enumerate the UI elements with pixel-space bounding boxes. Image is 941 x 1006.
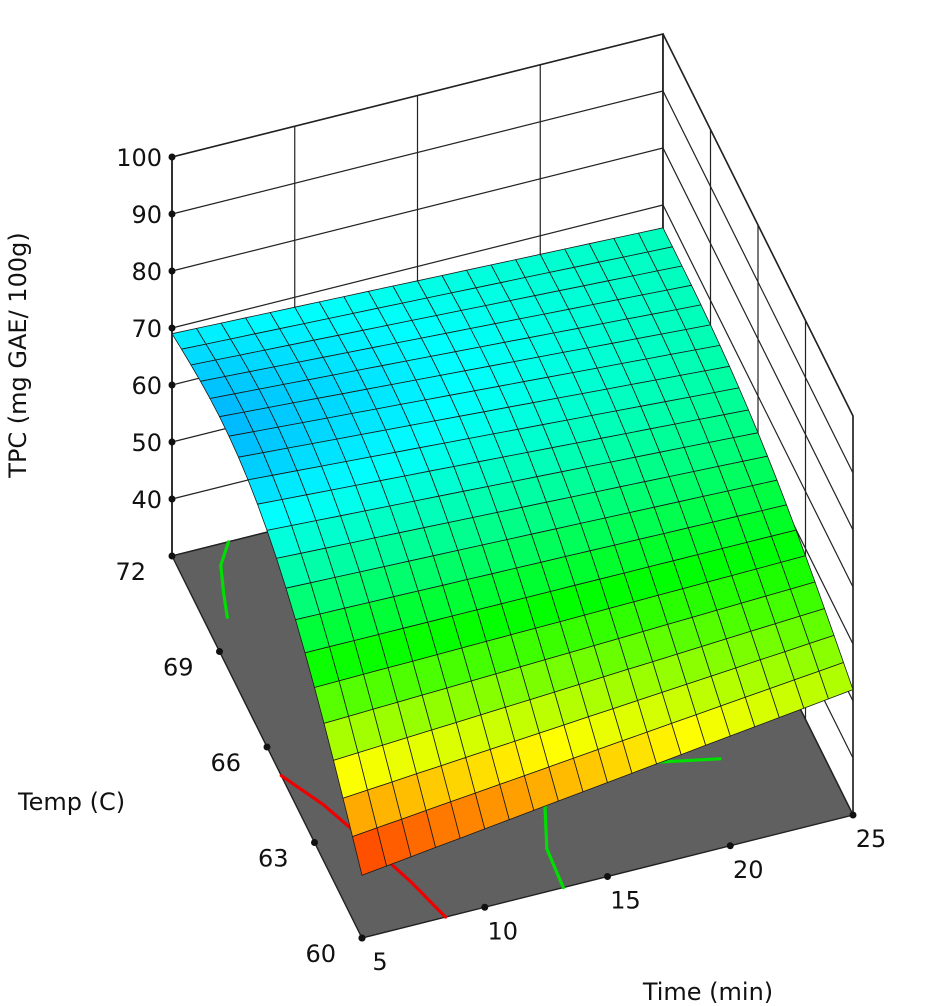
temp-tick-mark xyxy=(216,648,223,655)
temp-tick-label: 69 xyxy=(163,654,194,682)
temp-tick-label: 72 xyxy=(115,558,146,586)
z-tick-label: 60 xyxy=(131,372,162,400)
z-tick-mark xyxy=(168,267,176,275)
time-tick-mark xyxy=(849,811,857,819)
z-tick-mark xyxy=(168,324,176,332)
time-tick-label: 25 xyxy=(856,825,887,853)
temp-tick-mark xyxy=(168,552,176,560)
response-surface xyxy=(171,227,854,876)
z-tick-label: 100 xyxy=(116,144,162,172)
x-axis-label: Time (min) xyxy=(642,978,773,1006)
z-tick-label: 40 xyxy=(131,486,162,514)
z-tick-mark xyxy=(168,210,176,218)
z-tick-mark xyxy=(168,438,176,446)
contour-green xyxy=(219,540,231,619)
temp-tick-label: 60 xyxy=(305,940,336,968)
z-tick-label: 50 xyxy=(131,429,162,457)
temp-tick-mark xyxy=(311,839,318,846)
time-tick-mark xyxy=(604,873,611,880)
time-tick-mark xyxy=(358,934,366,942)
z-tick-mark xyxy=(168,153,176,161)
time-tick-label: 10 xyxy=(487,917,518,945)
z-axis-label: TPC (mg GAE/ 100g) xyxy=(4,232,32,478)
time-tick-label: 5 xyxy=(372,948,387,976)
time-tick-mark xyxy=(726,842,734,850)
surface-cell xyxy=(818,662,854,700)
temp-tick-label: 63 xyxy=(258,845,289,873)
z-tick-mark xyxy=(168,381,176,389)
z-tick-label: 80 xyxy=(131,258,162,286)
temp-tick-label: 66 xyxy=(210,749,241,777)
temp-tick-mark xyxy=(263,743,271,751)
z-tick-label: 70 xyxy=(131,315,162,343)
time-tick-mark xyxy=(481,903,489,911)
time-tick-label: 15 xyxy=(610,887,641,915)
time-tick-label: 20 xyxy=(733,856,764,884)
axis-ticks: 40 50 60 70 80 90 100 60 63 66 69 72 5 10 15 20 25 xyxy=(115,144,886,976)
z-tick-label: 90 xyxy=(131,201,162,229)
y-axis-label: Temp (C) xyxy=(17,788,125,816)
z-tick-mark xyxy=(168,495,176,503)
